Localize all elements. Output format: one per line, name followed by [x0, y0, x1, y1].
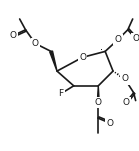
Text: O: O	[121, 74, 128, 84]
Text: O: O	[107, 119, 114, 128]
Text: O: O	[32, 39, 39, 48]
Text: O: O	[122, 98, 129, 107]
Text: F: F	[58, 89, 64, 98]
Text: O: O	[132, 34, 139, 43]
Text: O: O	[79, 53, 86, 62]
Text: O: O	[114, 35, 121, 44]
Polygon shape	[97, 86, 99, 103]
Text: O: O	[9, 31, 16, 40]
Polygon shape	[50, 51, 57, 71]
Text: O: O	[95, 98, 102, 107]
